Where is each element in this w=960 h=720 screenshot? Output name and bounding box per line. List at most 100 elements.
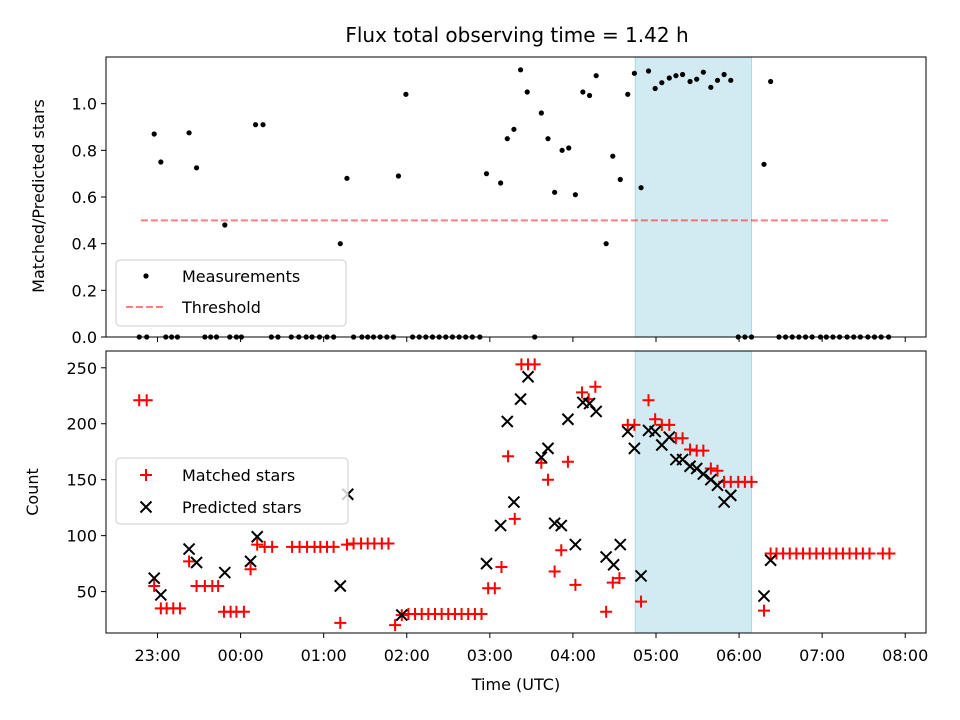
bottom-legend: Matched stars Predicted stars [115, 457, 349, 525]
x-tick-label: 00:00 [218, 646, 264, 665]
matched-star-point [711, 464, 724, 477]
matched-star-point [237, 605, 250, 618]
bottom-y-tick-label: 250 [66, 359, 97, 378]
measurement-point [517, 67, 524, 73]
measurement-point [610, 153, 616, 159]
measurement-point [344, 175, 350, 181]
matched-star-point [541, 473, 554, 486]
measurement-point [687, 78, 693, 85]
matched-star-point [212, 580, 225, 592]
predicted-star-point [614, 538, 627, 551]
bottom-y-ticks: 50 100 150 200 250 [66, 359, 106, 602]
x-tick-label: 23:00 [134, 646, 180, 665]
matched-star-point [528, 358, 541, 371]
matched-star-point [863, 547, 876, 560]
predicted-star-point [250, 530, 264, 543]
x-tick-label: 01:00 [301, 646, 347, 665]
top-legend-frame [115, 259, 347, 327]
predicted-star-point [648, 425, 662, 438]
predicted-star-point [521, 370, 535, 383]
predicted-star-point [663, 430, 676, 444]
observing-window-span-top [634, 56, 753, 338]
measurement-point [193, 165, 200, 171]
measurement-point [652, 85, 658, 92]
measurement-point [645, 68, 652, 74]
measurement-point [538, 110, 544, 116]
measurement-point [721, 71, 727, 78]
predicted-star-point [507, 495, 521, 509]
measurement-point [659, 80, 665, 86]
matched-star-point [508, 512, 521, 525]
measurement-point [679, 71, 686, 78]
measurement-point [694, 76, 700, 82]
matched-star-point [173, 602, 186, 615]
predicted-stars-points [147, 370, 777, 622]
matched-star-point [382, 537, 395, 550]
top-legend: Measurements Threshold [115, 259, 347, 327]
matched-star-point [606, 576, 619, 589]
predicted-star-point [724, 489, 737, 502]
top-y-tick-label: 0.4 [72, 235, 97, 254]
matched-star-point [883, 547, 896, 560]
measurement-point [625, 91, 631, 97]
predicted-star-point [569, 538, 582, 551]
matched-star-point [649, 413, 662, 426]
matched-star-point [266, 540, 279, 553]
measurement-point [260, 122, 266, 128]
predicted-star-point [154, 588, 168, 602]
measurement-point [728, 77, 734, 83]
matched-star-point [642, 394, 655, 407]
matched-star-point [576, 386, 589, 399]
top-y-tick-label: 0.8 [72, 141, 97, 160]
measurement-point [617, 176, 623, 183]
predicted-star-point [334, 579, 347, 593]
measurement-point [603, 241, 609, 247]
predicted-star-point [541, 442, 555, 455]
measurement-point [761, 161, 767, 167]
chart-title: Flux total observing time = 1.42 h [345, 23, 688, 47]
bottom-legend-frame [115, 457, 349, 525]
matched-star-point [148, 580, 161, 592]
top-y-axis-label: Matched/Predicted stars [29, 99, 48, 293]
matched-star-point [757, 604, 770, 617]
measurement-point [395, 173, 402, 179]
matched-star-point [535, 456, 548, 469]
predicted-star-point [514, 392, 527, 406]
measurement-point [572, 192, 579, 198]
predicted-star-point [607, 558, 620, 571]
predicted-star-point [628, 442, 641, 455]
bottom-plot-frame [105, 350, 927, 634]
matched-star-point [663, 418, 676, 431]
legend-measurements-label: Measurements [182, 267, 300, 286]
matched-star-point [327, 540, 340, 553]
predicted-star-point [683, 460, 697, 473]
bottom-y-tick-label: 200 [66, 415, 97, 434]
matched-star-point [183, 555, 196, 568]
measurement-point [768, 78, 774, 85]
predicted-star-point [555, 519, 568, 532]
matched-star-point [502, 450, 515, 463]
top-y-ticks: 0.0 0.2 0.4 0.6 0.8 1.0 [72, 95, 106, 347]
measurement-point [222, 222, 228, 228]
bottom-x-ticks: 23:00 00:00 01:00 02:00 03:00 04:00 05:00 06:00… [134, 633, 928, 665]
top-y-tick-label: 0.0 [72, 328, 97, 347]
measurement-point [151, 131, 157, 137]
measurement-point [504, 136, 510, 142]
predicted-star-point [535, 451, 548, 464]
legend-measurement-marker [143, 273, 149, 279]
top-x-ticks [157, 337, 906, 342]
matched-star-point [140, 394, 153, 407]
measurement-point [631, 70, 637, 76]
matched-star-point [697, 444, 710, 457]
matched-star-point [635, 595, 648, 608]
x-tick-label: 03:00 [467, 646, 513, 665]
bottom-panel: 50 100 150 200 250 23:00 00:00 01:00 02:00 03:00… [23, 350, 928, 694]
predicted-star-point [764, 554, 777, 567]
measurement-point [524, 89, 530, 95]
matched-star-point [569, 578, 582, 591]
bottom-y-tick-label: 50 [77, 583, 97, 602]
predicted-star-point [244, 555, 257, 568]
x-tick-label: 06:00 [716, 646, 762, 665]
bottom-y-tick-label: 100 [66, 527, 97, 546]
top-y-tick-label: 0.2 [72, 281, 97, 300]
